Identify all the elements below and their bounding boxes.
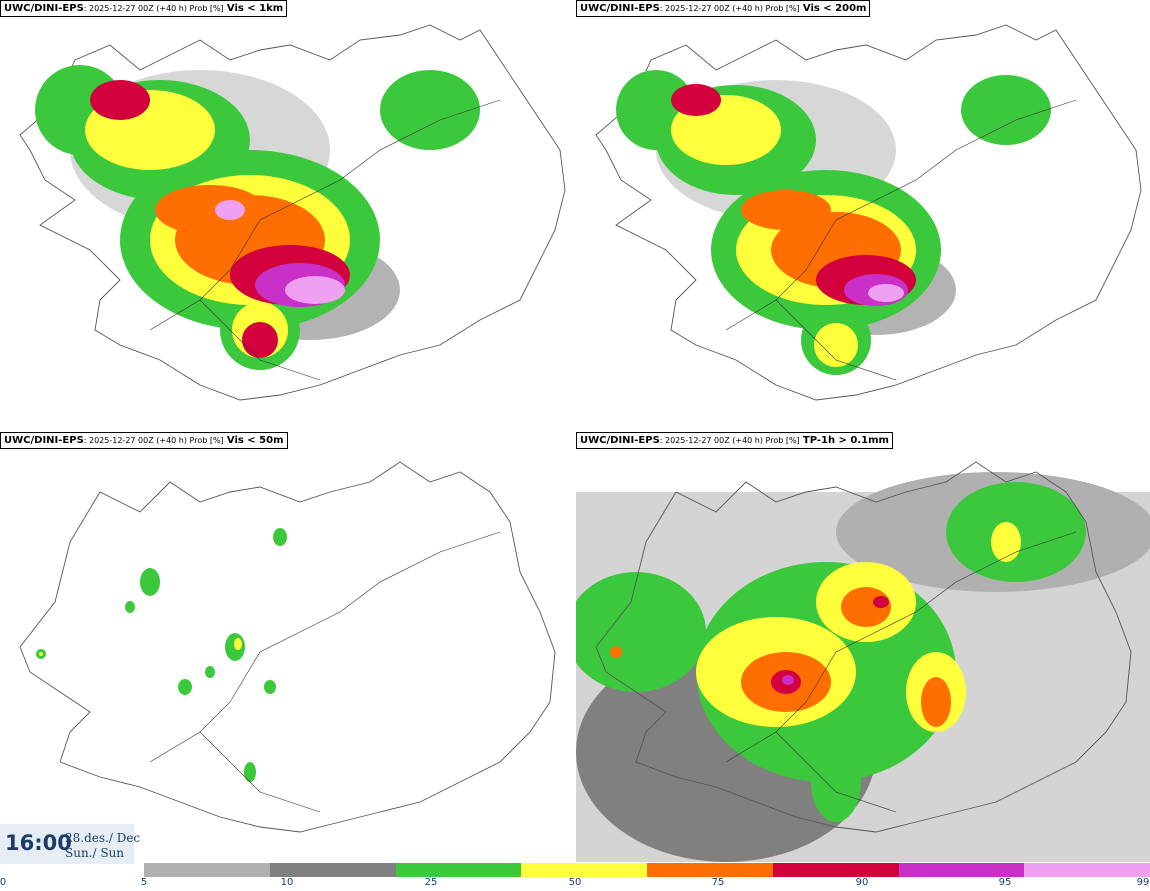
prob-area [36,528,287,782]
panel-title: UWC/DINI-EPS: 2025-12-27 00Z (+40 h) Pro… [576,0,871,17]
panel-title: UWC/DINI-EPS: 2025-12-27 00Z (+40 h) Pro… [576,432,893,449]
colorbar-label: 99 [1136,877,1150,888]
colorbar-label: 90 [855,877,869,888]
colorbar-label: 25 [424,877,438,888]
panel-title: UWC/DINI-EPS: 2025-12-27 00Z (+40 h) Pro… [0,0,288,17]
colorbar-segment [647,863,773,877]
probability-map [595,24,1142,401]
prob-area [35,65,480,370]
colorbar-segment [144,863,270,877]
iceland-outline [595,24,1142,401]
map-panel-vis-50m: UWC/DINI-EPS: 2025-12-27 00Z (+40 h) Pro… [0,432,574,862]
prob-area [616,70,1051,375]
colorbar-segment [772,863,899,877]
colorbar-label: 75 [711,877,725,888]
probability-map [19,24,566,401]
valid-date-line1: 28.des./ Dec [65,831,141,845]
colorbar-segment [898,863,1025,877]
colorbar-label: 0 [0,877,7,888]
map-panel-vis-1km: UWC/DINI-EPS: 2025-12-27 00Z (+40 h) Pro… [0,0,574,430]
valid-time-box: 16:00 28.des./ Dec Sun./ Sun [0,824,140,864]
iceland-outline [19,24,566,401]
colorbar-label: 95 [998,877,1012,888]
valid-date-line2: Sun./ Sun [65,846,125,860]
colorbar-label: 10 [280,877,294,888]
iceland-outline [19,461,556,833]
probability-map [576,461,1150,862]
colorbar-segment [521,863,647,877]
panel-title: UWC/DINI-EPS: 2025-12-27 00Z (+40 h) Pro… [0,432,288,449]
colorbar-segment [1024,863,1150,877]
colorbar-label: 5 [140,877,148,888]
valid-time: 16:00 [5,831,72,855]
colorbar-segment [395,863,522,877]
prob-area [576,472,1150,862]
probability-map [19,461,556,833]
colorbar-label: 50 [568,877,582,888]
iceland-outline [595,461,1132,833]
colorbar [144,863,1150,877]
colorbar-segment [269,863,396,877]
map-panel-tp-1h: UWC/DINI-EPS: 2025-12-27 00Z (+40 h) Pro… [576,432,1150,862]
map-panel-vis-200m: UWC/DINI-EPS: 2025-12-27 00Z (+40 h) Pro… [576,0,1150,430]
